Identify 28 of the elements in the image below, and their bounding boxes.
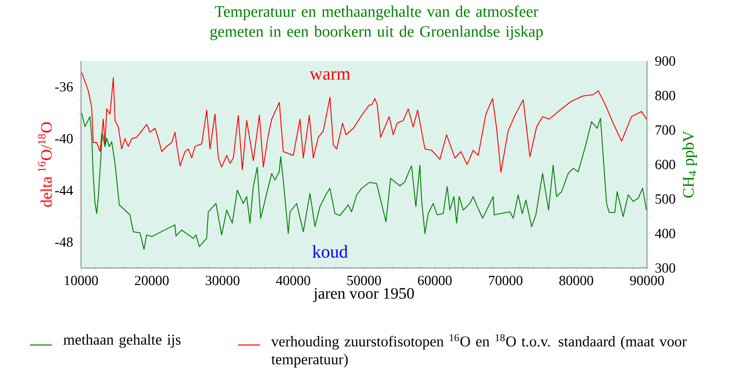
y2-axis-title: CH$_{4}$ ppbV [682, 130, 697, 198]
y2-tick-label: 900 [655, 56, 676, 66]
y2-tick-label: 300 [655, 263, 676, 273]
y2-tick-label: 400 [655, 228, 676, 238]
x-tick-label: 30000 [206, 276, 240, 286]
y-tick-label: -44 [55, 186, 74, 195]
y2-tick-label: 700 [656, 125, 676, 135]
y-axis-title: delta $^{16}$O/$^{18}$O [38, 122, 52, 207]
x-tick-label: 40000 [276, 276, 310, 286]
y2-tick-label: 500 [656, 194, 676, 204]
x-axis-title: jaren voor 1950 [313, 288, 414, 302]
x-tick-label: 80000 [559, 276, 594, 286]
x-tick-label: 70000 [488, 276, 522, 286]
y2-tick-label: 800 [655, 90, 676, 100]
y-tick-label: -48 [55, 237, 73, 247]
x-tick-label: 60000 [418, 276, 452, 286]
legend-label: methaan gehalte ijs [64, 334, 181, 348]
chart-title: Temperatuur en methaangehalte van de atmosfeer gemeten in een boorkern uit de Groenlandse ijskap [210, 6, 543, 40]
y-tick-label: -36 [55, 82, 73, 92]
x-tick-label: 10000 [64, 276, 98, 286]
text: verhouding zuurstofisotopen $^{16}$O en $^{18}$O t.o.v. standaard (maat voor temperatuur) [271, 334, 687, 368]
y2-tick-label: 600 [655, 160, 676, 170]
x-tick-label: 90000 [630, 276, 664, 286]
annotation: koud [312, 245, 348, 258]
y-tick-label: -40 [55, 134, 73, 144]
annotation: warm [310, 71, 350, 80]
x-tick-label: 20000 [134, 276, 169, 286]
x-tick-label: 50000 [347, 276, 381, 286]
